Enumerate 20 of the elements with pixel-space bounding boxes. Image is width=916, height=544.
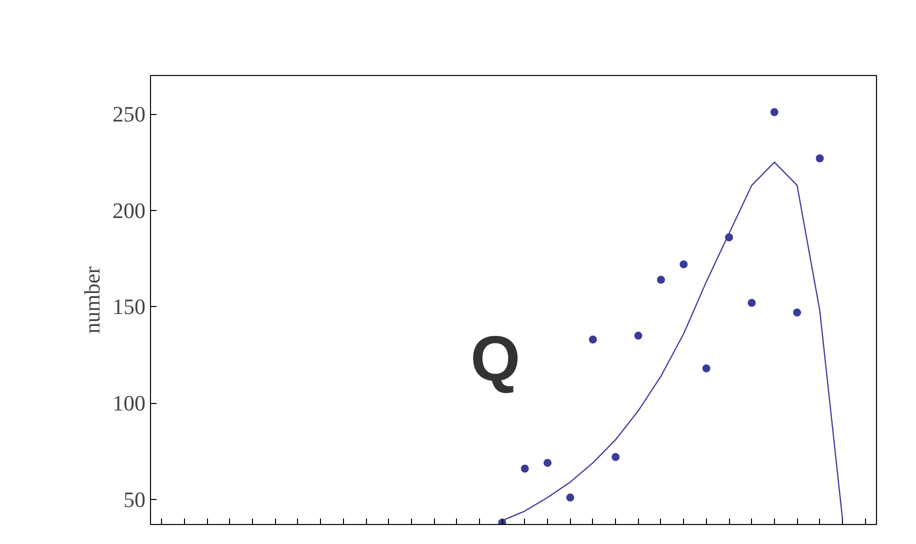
point (588, 336, 597, 344)
point (816, 154, 824, 162)
annotation: Q (470, 322, 520, 394)
point (634, 332, 642, 340)
point (680, 260, 688, 268)
point (702, 364, 710, 372)
point (612, 453, 620, 462)
point (656, 276, 665, 284)
y-axis-title: number (80, 266, 104, 334)
point (748, 298, 756, 307)
y-tick-label: 200 (112, 198, 146, 223)
y-tick-label: 150 (112, 294, 146, 320)
point (544, 458, 552, 467)
point (566, 494, 574, 502)
y-tick-label: 50 (124, 486, 146, 512)
point (520, 464, 529, 473)
y-tick-label: 250 (112, 102, 146, 127)
y-tick-label: 100 (112, 390, 146, 416)
point (793, 308, 802, 317)
point (770, 108, 778, 116)
